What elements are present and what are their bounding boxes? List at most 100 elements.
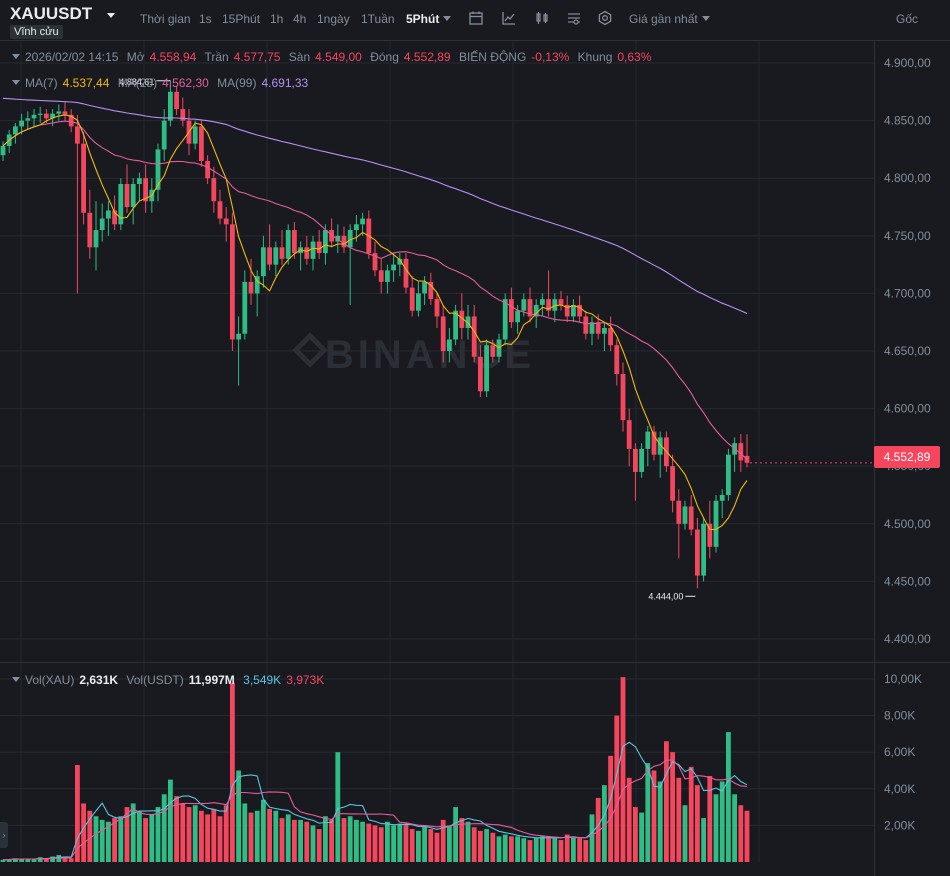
volume-bar [385,821,390,862]
timeframe-5m[interactable]: 5Phút [406,12,452,26]
side-panel-handle[interactable]: › [0,822,8,848]
volume-bar [620,677,626,862]
candle-body [347,230,353,248]
candle-body [279,247,285,259]
volume-bar [62,857,68,862]
volume-bar [701,818,706,862]
volume-bar [87,810,93,862]
volume-bar [199,810,204,862]
settings-sliders-icon[interactable] [566,10,582,26]
candle-body [434,299,440,317]
collapse-caret-icon[interactable] [12,54,20,59]
timeframe-1w[interactable]: 1Tuần [361,12,395,26]
candle-body [329,230,334,242]
candle-body [391,264,396,271]
collapse-caret-icon[interactable] [12,80,20,85]
range-label: Khung [577,50,613,64]
volume-bar [614,715,620,862]
vol-ma1-value: 3,549K [243,673,282,687]
candle-body [509,299,514,323]
price-tick-label: 4.650,00 [884,344,931,358]
volume-bar [695,785,700,862]
volume-tick-label: 6,00K [884,745,915,759]
chart-type-icon[interactable] [534,10,550,26]
volume-bar [118,816,124,862]
volume-bar [106,821,111,862]
volume-bar [732,794,737,862]
volume-bar [279,818,285,862]
candle-body [211,178,217,202]
scale-mode-button[interactable]: Gốc [896,12,919,26]
low-value: 4.549,00 [315,50,362,64]
candle-body [112,210,117,225]
volume-bar [422,825,427,862]
candle-body [273,247,279,265]
ma25-value: 4.562,30 [162,76,209,90]
volume-bar [391,825,396,862]
timeframe-15m[interactable]: 15Phút [222,12,261,26]
volume-bar [540,836,545,862]
volume-bar [267,808,272,862]
candle-body [217,201,223,219]
price-tick-label: 4.900,00 [884,56,931,70]
min-annotation-label: 4.444,00 [648,591,683,601]
volume-bar [719,781,725,862]
candle-body [478,356,483,392]
volume-bar [571,836,576,862]
candle-body [236,333,241,340]
candle-body [304,247,310,259]
vol-ma2-value: 3,973K [286,673,325,687]
candle-body [540,299,545,305]
candle-body [354,224,359,231]
price-tick-label: 4.700,00 [884,286,931,300]
volume-bar [546,836,551,862]
symbol-dropdown-icon[interactable] [107,13,115,18]
timeframe-4h[interactable]: 4h [293,12,307,26]
timeframe-time[interactable]: Thời gian [140,12,191,26]
candle-body [657,437,663,455]
timeframe-1s[interactable]: 1s [199,12,212,26]
candle-body [409,287,415,311]
price-type-dropdown[interactable]: Giá gần nhất [629,12,710,26]
candle-body [267,247,272,265]
candle-body [0,145,6,156]
volume-tick-label: 4,00K [884,782,915,796]
symbol-title[interactable]: XAUUSDT [10,4,93,23]
candle-body [428,281,434,300]
close-value: 4.552,89 [403,50,451,64]
timeframe-1d[interactable]: 1ngày [317,12,350,26]
candle-body [50,113,55,119]
watermark-logo [292,332,328,368]
candle-body [310,241,316,259]
timeframe-1h[interactable]: 1h [270,12,284,26]
candle-body [447,339,452,351]
candle-body [471,316,477,357]
volume-bar [602,785,607,862]
volume-bar [496,836,502,862]
collapse-caret-icon[interactable] [12,677,20,682]
candle-body [620,374,626,421]
candle-body [602,327,607,334]
ma99-value: 4.691,33 [261,76,309,90]
price-tick-label: 4.800,00 [884,171,931,185]
candle-body [118,183,124,225]
volume-bar [490,832,496,862]
candle-body [130,183,136,208]
volume-bar [434,832,440,862]
candle-body [56,111,62,114]
volume-bar [211,808,217,862]
candle-body [13,126,18,135]
candle-body [589,322,595,334]
indicator-icon[interactable] [501,10,517,26]
calendar-icon[interactable] [468,10,484,26]
vol-xau-label: Vol(XAU) [25,673,75,687]
volume-bar [378,827,384,862]
volume-bar [254,810,260,862]
gear-icon[interactable] [597,10,613,26]
volume-bar [478,830,483,862]
volume-bar [112,818,117,862]
candle-body [161,120,167,150]
candle-body [341,235,347,248]
timeframe-5m-label: 5Phút [406,12,440,26]
